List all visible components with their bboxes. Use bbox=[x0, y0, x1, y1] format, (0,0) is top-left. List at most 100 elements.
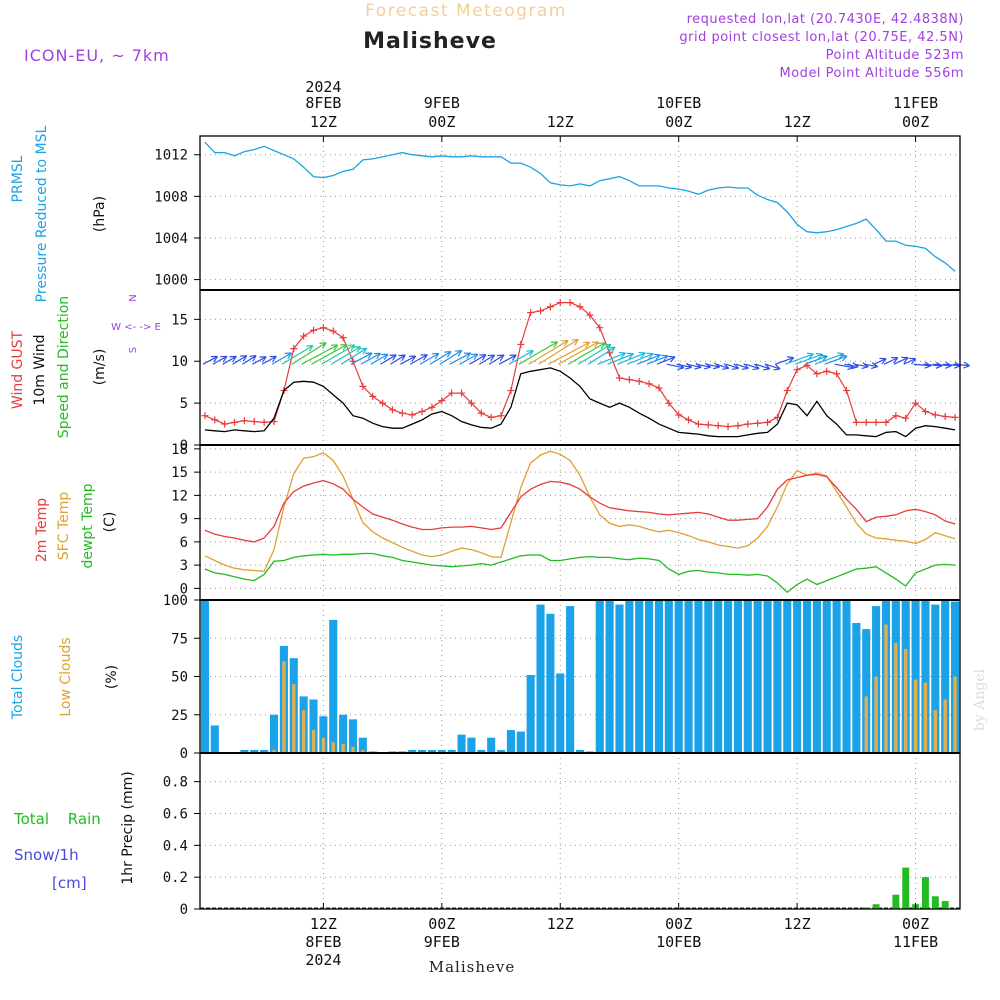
gust-marker bbox=[537, 307, 545, 315]
low-cloud-bar bbox=[292, 684, 296, 753]
total-cloud-bar bbox=[595, 600, 604, 753]
total-cloud-bar bbox=[625, 600, 634, 753]
bottom-time-label: 00Z bbox=[902, 915, 929, 933]
wind-arrow bbox=[508, 350, 534, 365]
bottom-time-label: 00Z bbox=[665, 915, 692, 933]
wind-arrow-head bbox=[837, 352, 845, 359]
total-cloud-bar bbox=[526, 674, 535, 753]
y-tick-label: 0.6 bbox=[163, 806, 188, 822]
rain-bar bbox=[862, 907, 870, 909]
total-cloud-bar bbox=[733, 600, 742, 753]
wind-arrow bbox=[597, 352, 626, 365]
compass-south: S bbox=[128, 347, 139, 353]
top-time-label: 00Z bbox=[902, 113, 929, 131]
wind10m-label: 10m Wind bbox=[32, 334, 48, 405]
wind-unit-label: (m/s) bbox=[92, 349, 108, 386]
gust-marker bbox=[931, 411, 939, 419]
gust-marker bbox=[458, 389, 466, 397]
wind-arrow-head bbox=[229, 355, 237, 363]
wind-arrow-head bbox=[571, 338, 579, 346]
gust-marker bbox=[240, 417, 248, 425]
wind-arrow bbox=[439, 350, 463, 365]
gust-marker bbox=[704, 421, 712, 429]
bottom-time-label: 8FEB bbox=[305, 933, 341, 951]
total-cloud-bar bbox=[783, 600, 792, 753]
wind-arrow bbox=[873, 358, 887, 365]
wind-arrow bbox=[933, 363, 952, 367]
wind-arrow bbox=[676, 363, 692, 368]
temp2m-label: 2m Temp bbox=[34, 498, 50, 562]
gust-marker bbox=[823, 367, 831, 375]
wind-arrow-head bbox=[454, 349, 463, 357]
total-cloud-bar bbox=[358, 737, 367, 753]
gust-marker bbox=[418, 407, 426, 415]
gust-marker bbox=[615, 374, 623, 382]
low-cloud-bar bbox=[341, 743, 345, 753]
wind-arrow bbox=[903, 358, 916, 365]
wind-arrow-head bbox=[561, 339, 569, 347]
wind-arrow-head bbox=[497, 354, 505, 362]
total-cloud-bar bbox=[793, 600, 802, 753]
wind-arrow-head bbox=[509, 354, 517, 361]
low-cloud-bar bbox=[894, 642, 898, 753]
gust-marker bbox=[250, 418, 258, 426]
top-time-label: 9FEB bbox=[424, 94, 460, 112]
low-cloud-bar bbox=[361, 749, 365, 753]
wind-arrow-head bbox=[259, 356, 267, 363]
total-cloud-bar bbox=[802, 600, 812, 753]
wind-arrow-head bbox=[638, 351, 646, 359]
sfc-temp-line bbox=[204, 450, 956, 572]
pressure-unit-label: (hPa) bbox=[92, 196, 108, 232]
y-tick-label: 0.2 bbox=[163, 870, 188, 886]
gust-marker bbox=[369, 392, 377, 400]
low-cloud-bar bbox=[272, 749, 276, 753]
low-cloud-bar bbox=[874, 676, 878, 753]
wind-arrow-head bbox=[373, 352, 381, 360]
gust-marker bbox=[675, 411, 683, 419]
wind-arrow-head bbox=[359, 347, 368, 355]
bottom-time-label: 12Z bbox=[310, 915, 337, 933]
compass-north: N bbox=[128, 294, 139, 301]
total-cloud-bar bbox=[605, 600, 614, 753]
wind-arrow bbox=[340, 347, 367, 365]
total-cloud-bar bbox=[427, 749, 436, 753]
wind-arrow bbox=[518, 341, 558, 365]
gust-marker bbox=[842, 387, 850, 395]
temp-unit-label: (C) bbox=[102, 512, 118, 533]
wind-arrow bbox=[380, 354, 397, 365]
gust-marker bbox=[912, 399, 920, 407]
low-cloud-bar bbox=[311, 730, 316, 753]
gust-marker bbox=[852, 418, 860, 426]
total-cloud-bar bbox=[743, 600, 752, 753]
bottom-time-label: 2024 bbox=[305, 951, 341, 969]
model-altitude: Model Point Altitude 556m bbox=[780, 66, 964, 81]
wind-arrow-head bbox=[249, 355, 257, 362]
gust-marker bbox=[882, 418, 890, 426]
wind-arrow-head bbox=[340, 343, 348, 351]
total-cloud-bar bbox=[575, 749, 585, 753]
total-cloud-bar bbox=[467, 737, 476, 753]
gust-marker bbox=[300, 332, 308, 340]
wind-arrow bbox=[528, 340, 569, 365]
wind-arrow-head bbox=[444, 350, 452, 358]
y-tick-label: 5 bbox=[180, 396, 188, 412]
wind-arrow bbox=[943, 363, 961, 367]
total-cloud-bar bbox=[546, 613, 555, 753]
bottom-time-label: 11FEB bbox=[893, 933, 938, 951]
total-cloud-bar bbox=[773, 600, 782, 753]
gust-marker bbox=[724, 423, 732, 431]
gust-marker bbox=[744, 420, 752, 428]
low-cloud-bar bbox=[904, 648, 908, 753]
wind-arrow-head bbox=[901, 356, 909, 364]
total-cloud-bar bbox=[664, 600, 673, 753]
total-cloud-bar bbox=[931, 604, 940, 753]
total-cloud-bar bbox=[822, 600, 831, 753]
wind-arrow bbox=[261, 355, 277, 365]
top-year-label: 2024 bbox=[305, 78, 341, 96]
top-time-label: 00Z bbox=[665, 113, 692, 131]
wind-arrow bbox=[271, 352, 292, 365]
wind-arrow-head bbox=[319, 342, 327, 349]
total-cloud-bar bbox=[862, 629, 871, 753]
requested-coords: requested lon,lat (20.7430E, 42.4838N) bbox=[687, 12, 964, 27]
